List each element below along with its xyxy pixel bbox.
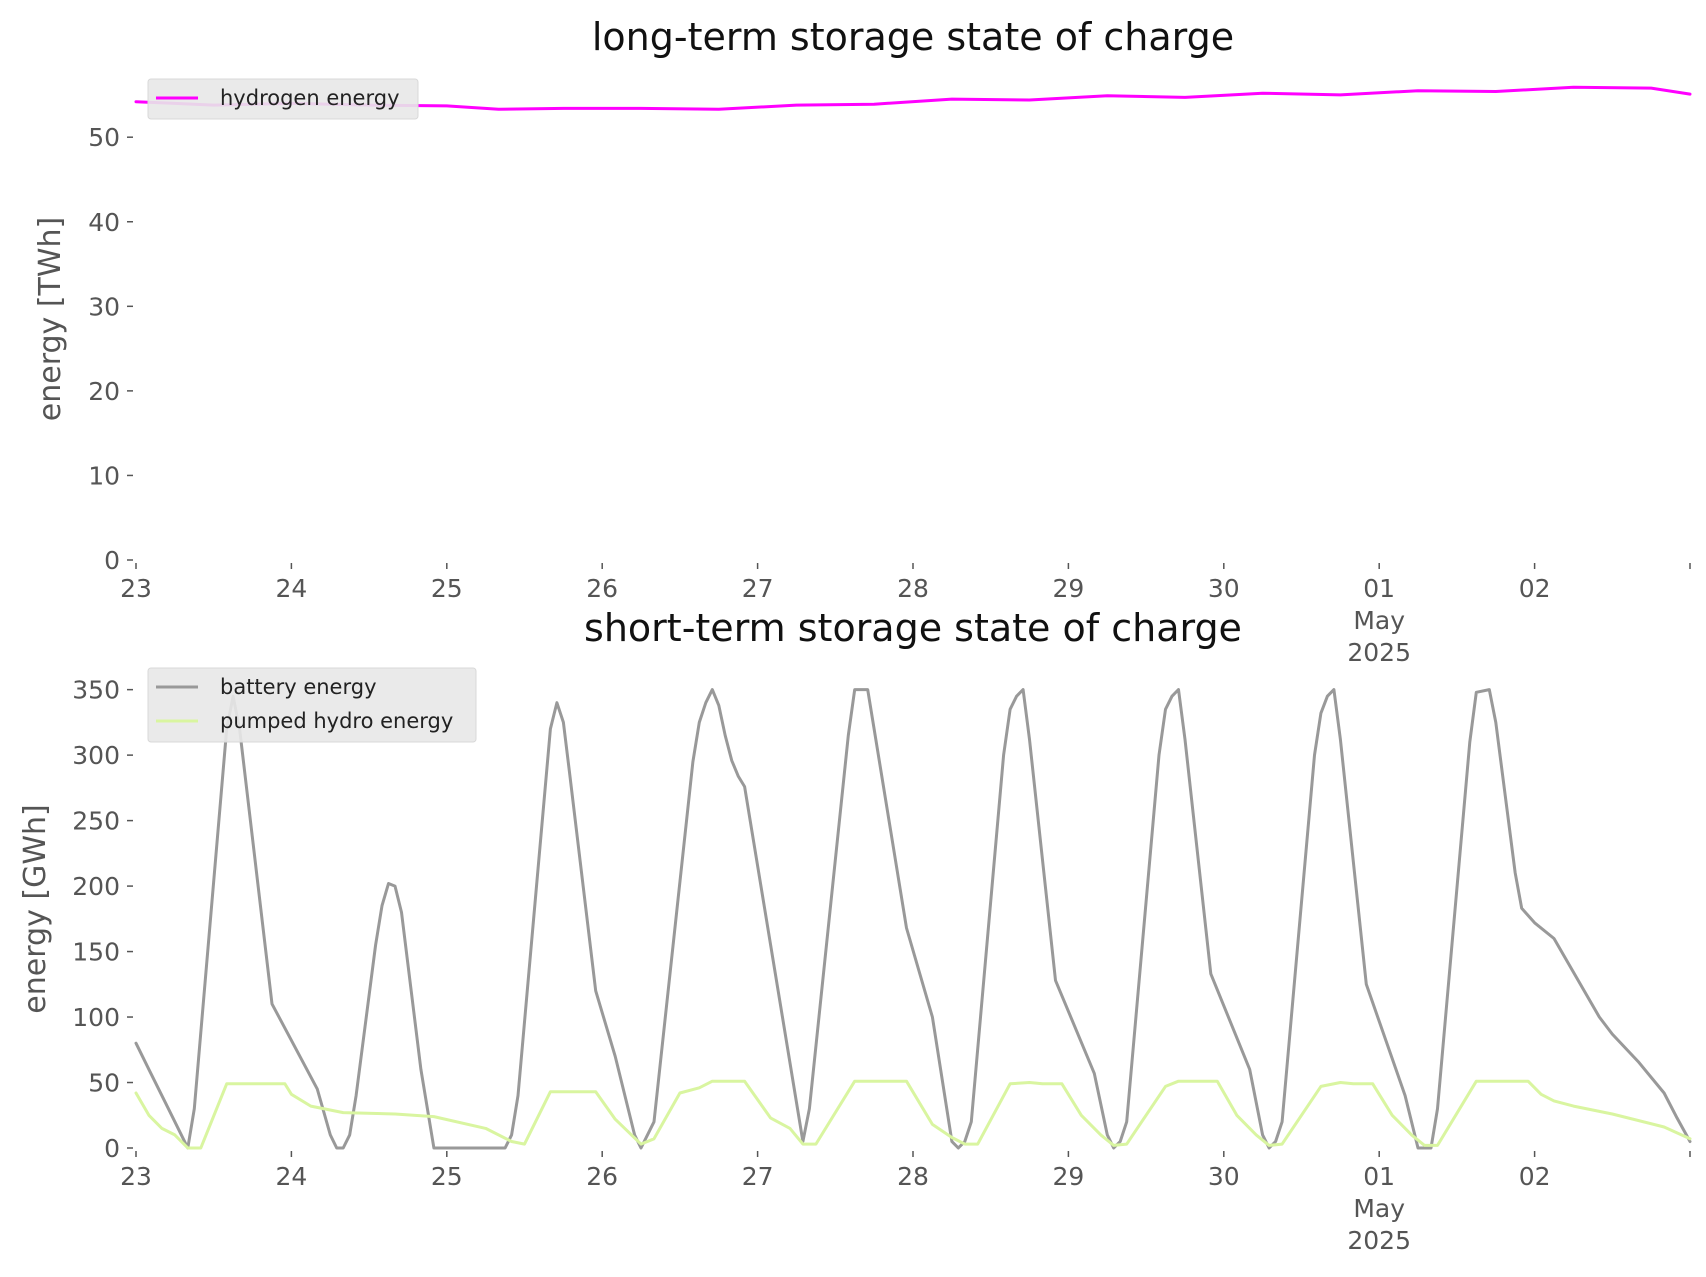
long-term-y-tick-label: 30 xyxy=(88,292,120,321)
short-term-x-tick-label: 29 xyxy=(1052,1162,1084,1191)
short-term-y-tick-label: 100 xyxy=(72,1003,120,1032)
long-term-x-tick-label: 01 xyxy=(1363,574,1395,603)
long-term-y-axis-label: energy [TWh] xyxy=(33,217,68,421)
long-term-y-tick-label: 40 xyxy=(88,208,120,237)
long-term-y-tick-label: 20 xyxy=(88,377,120,406)
short-term-y-tick-label: 150 xyxy=(72,938,120,967)
pumped-hydro-energy-legend-label: pumped hydro energy xyxy=(220,709,453,733)
pumped-hydro-energy-series-line xyxy=(134,1079,1692,1150)
long-term-x-tick-label: 02 xyxy=(1519,574,1551,603)
short-term-y-tick-label: 300 xyxy=(72,741,120,770)
long-term-legend-box xyxy=(147,78,419,120)
long-term-chart-title: long-term storage state of charge xyxy=(592,15,1234,59)
short-term-y-axis-label: energy [GWh] xyxy=(18,804,53,1013)
short-term-x-tick-label: 02 xyxy=(1519,1162,1551,1191)
long-term-x-tick-label: May xyxy=(1353,606,1405,635)
long-term-x-tick-label: 27 xyxy=(742,574,774,603)
short-term-x-tick-label: 01 xyxy=(1363,1162,1395,1191)
short-term-x-tick-label: 26 xyxy=(586,1162,618,1191)
short-term-x-tick-label: 2025 xyxy=(1347,1226,1411,1255)
long-term-y-tick-label: 0 xyxy=(104,546,120,575)
long-term-x-tick-label: 24 xyxy=(275,574,307,603)
short-term-x-tick-label: 23 xyxy=(120,1162,152,1191)
short-term-y-tick-label: 0 xyxy=(104,1134,120,1163)
short-term-legend-box xyxy=(147,667,477,743)
short-term-tick-group: 0 50 100 150 200 250 300 350 23 24 25 26 27 28 29 30 01 M… xyxy=(72,676,1691,1255)
battery-energy-legend-label: battery energy xyxy=(220,675,377,699)
long-term-x-tick-label: 26 xyxy=(586,574,618,603)
long-term-x-tick-label: 23 xyxy=(120,574,152,603)
long-term-legend: hydrogen energy xyxy=(147,78,419,120)
short-term-y-tick-label: 50 xyxy=(88,1069,120,1098)
long-term-storage-chart: long-term storage state of charge energy… xyxy=(33,15,1692,667)
short-term-x-tick-label: 24 xyxy=(275,1162,307,1191)
short-term-y-tick-label: 200 xyxy=(72,872,120,901)
short-term-storage-chart: short-term storage state of charge energ… xyxy=(18,606,1692,1255)
long-term-y-tick-label: 50 xyxy=(88,123,120,152)
long-term-x-tick-label: 30 xyxy=(1208,574,1240,603)
long-term-y-tick-label: 10 xyxy=(88,461,120,490)
short-term-x-tick-label: 25 xyxy=(431,1162,463,1191)
hydrogen-energy-legend-label: hydrogen energy xyxy=(220,86,400,110)
short-term-x-tick-label: 27 xyxy=(742,1162,774,1191)
long-term-x-tick-label: 25 xyxy=(431,574,463,603)
short-term-x-tick-label: 30 xyxy=(1208,1162,1240,1191)
short-term-x-tick-label: 28 xyxy=(897,1162,929,1191)
long-term-tick-group: 0 10 20 30 40 50 23 24 25 26 27 28 29 30 01 May 2025 02 xyxy=(88,123,1691,667)
battery-energy-series-line xyxy=(134,688,1692,1150)
short-term-legend: battery energy pumped hydro energy xyxy=(147,667,477,743)
short-term-series-group xyxy=(134,688,1692,1150)
long-term-x-tick-label: 28 xyxy=(897,574,929,603)
long-term-x-tick-label: 29 xyxy=(1052,574,1084,603)
short-term-chart-title: short-term storage state of charge xyxy=(584,606,1242,650)
long-term-x-tick-label: 2025 xyxy=(1347,638,1411,667)
short-term-y-tick-label: 350 xyxy=(72,676,120,705)
short-term-y-tick-label: 250 xyxy=(72,807,120,836)
short-term-x-tick-label: May xyxy=(1353,1194,1405,1223)
